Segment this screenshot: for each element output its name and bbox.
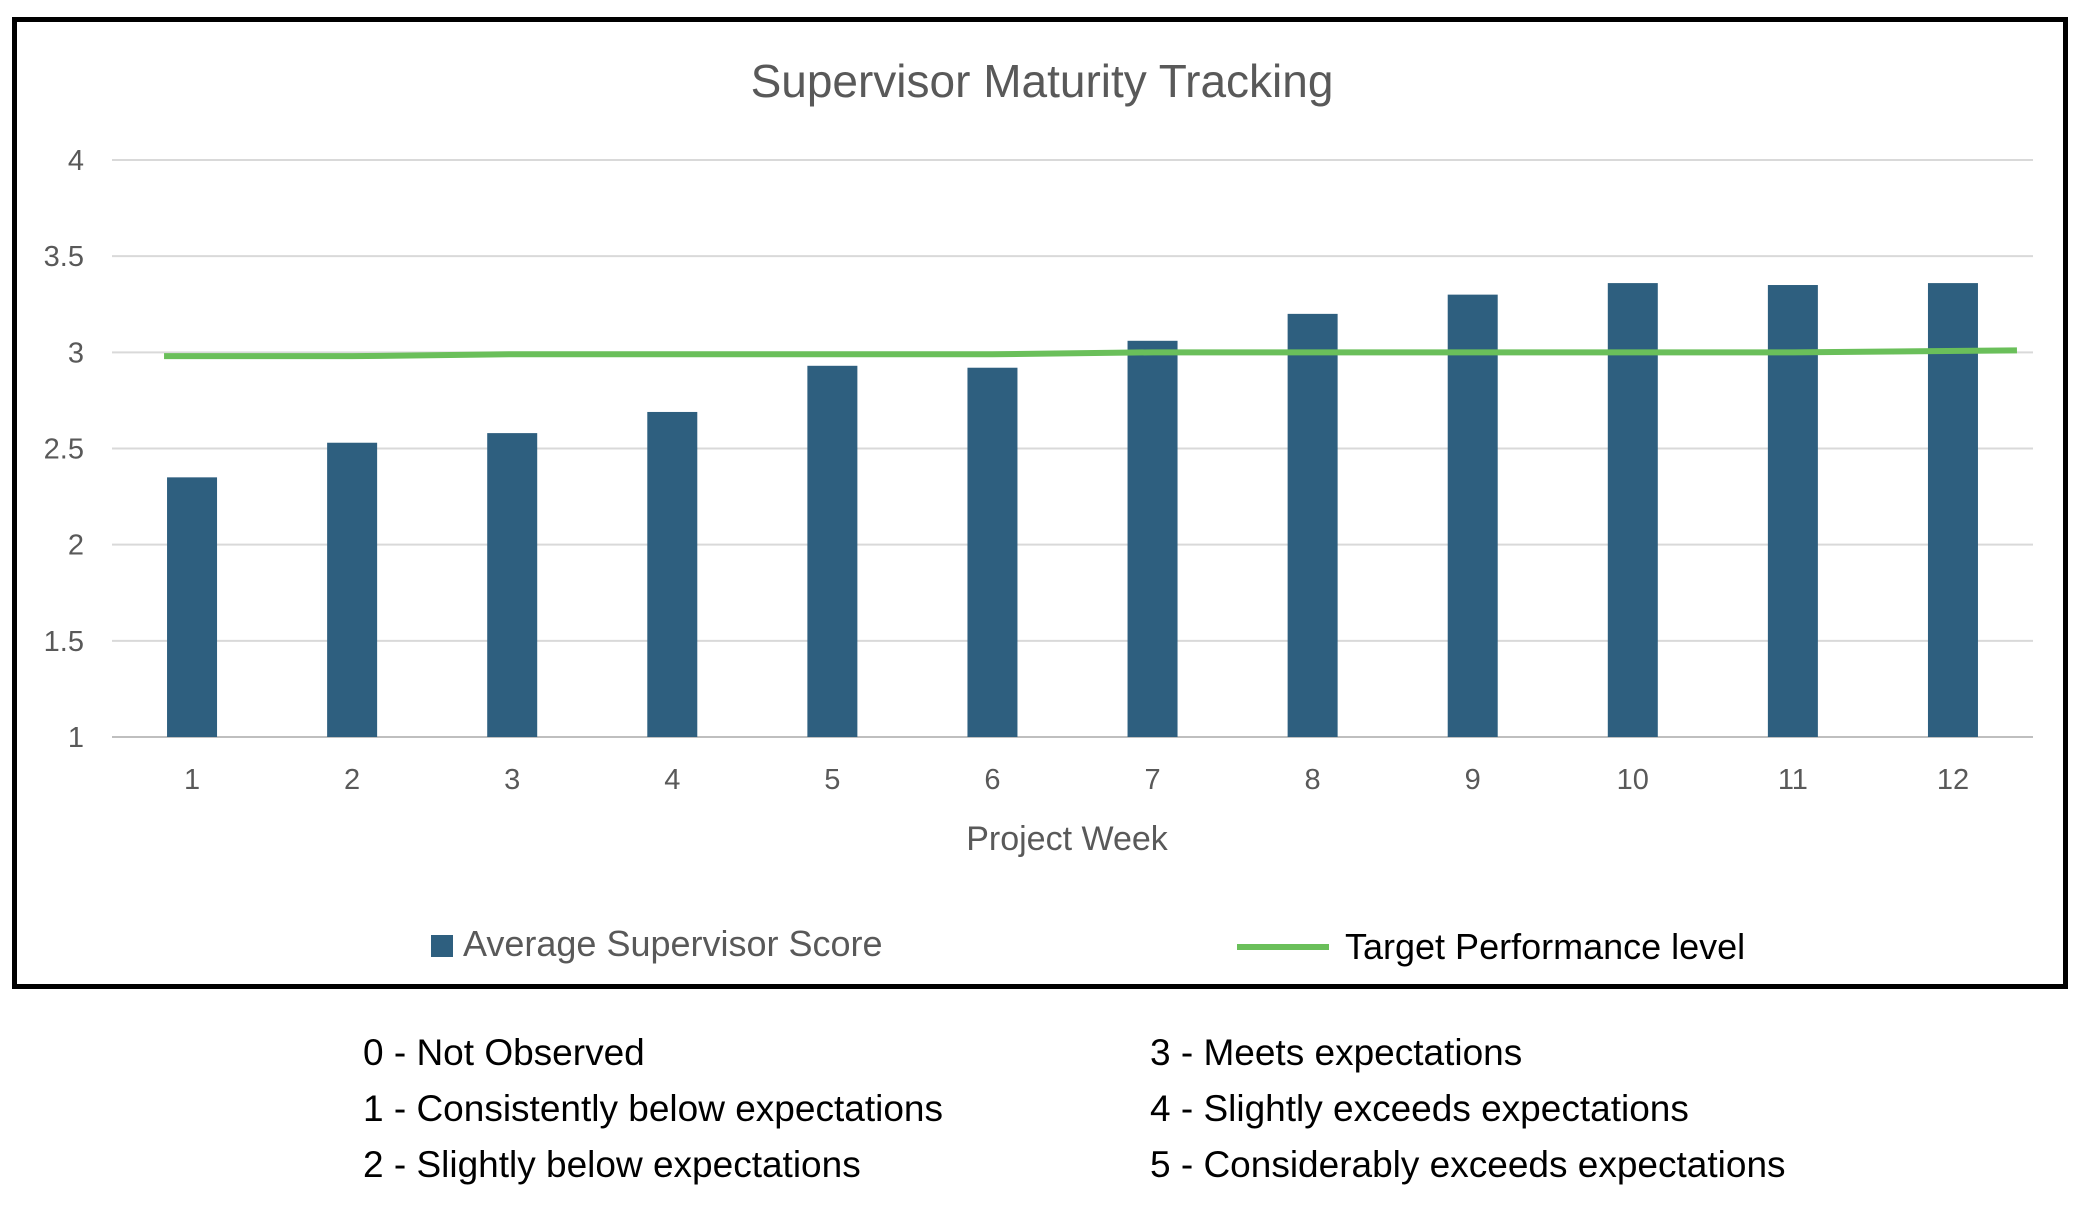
y-tick-label: 2 bbox=[68, 530, 84, 562]
chart-frame: Supervisor Maturity Tracking 1 1.5 2 2.5 3 3.… bbox=[12, 17, 2068, 989]
bar bbox=[1607, 283, 1658, 737]
chart-title: Supervisor Maturity Tracking bbox=[751, 55, 1334, 107]
x-tick-label: 10 bbox=[1617, 764, 1649, 796]
y-tick-label: 2.5 bbox=[44, 434, 84, 466]
legend-bar-label: Average Supervisor Score bbox=[463, 923, 883, 964]
x-tick-label: 7 bbox=[1144, 764, 1160, 796]
scale-item: 2 - Slightly below expectations bbox=[363, 1144, 861, 1185]
legend-bar-swatch bbox=[431, 935, 453, 957]
scale-item: 3 - Meets expectations bbox=[1150, 1032, 1523, 1073]
y-tick-label: 4 bbox=[68, 145, 84, 177]
scale-legend-left: 0 - Not Observed 1 - Consistently below … bbox=[363, 1025, 943, 1193]
legend-line-label: Target Performance level bbox=[1345, 926, 1745, 967]
x-tick-label: 9 bbox=[1465, 764, 1481, 796]
scale-item: 4 - Slightly exceeds expectations bbox=[1150, 1088, 1689, 1129]
gridlines bbox=[112, 159, 2033, 738]
x-tick-label: 8 bbox=[1305, 764, 1321, 796]
bar bbox=[1767, 285, 1818, 737]
bar bbox=[1447, 294, 1498, 737]
chart-legend: Average Supervisor Score Target Performa… bbox=[431, 923, 1745, 967]
x-tick-label: 12 bbox=[1937, 764, 1969, 796]
bar-series bbox=[167, 283, 1978, 737]
x-tick-label: 4 bbox=[664, 764, 680, 796]
bar bbox=[1127, 340, 1178, 737]
x-axis-label: Project Week bbox=[966, 820, 1169, 858]
bar bbox=[647, 411, 698, 737]
x-tick-label: 6 bbox=[984, 764, 1000, 796]
y-tick-label: 1 bbox=[68, 722, 84, 754]
bar bbox=[807, 365, 858, 737]
bar bbox=[327, 442, 378, 737]
x-tick-label: 11 bbox=[1778, 764, 1808, 796]
bar bbox=[1927, 283, 1978, 737]
scale-item: 0 - Not Observed bbox=[363, 1032, 645, 1073]
target-line bbox=[164, 347, 2017, 360]
scale-item: 1 - Consistently below expectations bbox=[363, 1088, 943, 1129]
bar bbox=[167, 477, 218, 737]
y-tick-label: 3 bbox=[68, 337, 84, 369]
x-tick-label: 5 bbox=[824, 764, 840, 796]
bar bbox=[967, 367, 1018, 737]
x-axis-ticks: 1 2 3 4 5 6 7 8 9 10 11 12 bbox=[184, 764, 1969, 796]
x-tick-label: 3 bbox=[504, 764, 520, 796]
scale-item: 5 - Considerably exceeds expectations bbox=[1150, 1144, 1786, 1185]
y-axis-ticks: 1 1.5 2 2.5 3 3.5 4 bbox=[44, 145, 84, 754]
scale-legend-right: 3 - Meets expectations 4 - Slightly exce… bbox=[1150, 1025, 1786, 1193]
x-tick-label: 1 bbox=[184, 764, 200, 796]
y-tick-label: 3.5 bbox=[44, 241, 84, 273]
line-series bbox=[164, 347, 2017, 360]
y-tick-label: 1.5 bbox=[44, 626, 84, 658]
bar bbox=[487, 433, 538, 737]
x-tick-label: 2 bbox=[344, 764, 360, 796]
bar bbox=[1287, 313, 1338, 737]
chart-svg: Supervisor Maturity Tracking 1 1.5 2 2.5 3 3.… bbox=[44, 55, 2033, 967]
